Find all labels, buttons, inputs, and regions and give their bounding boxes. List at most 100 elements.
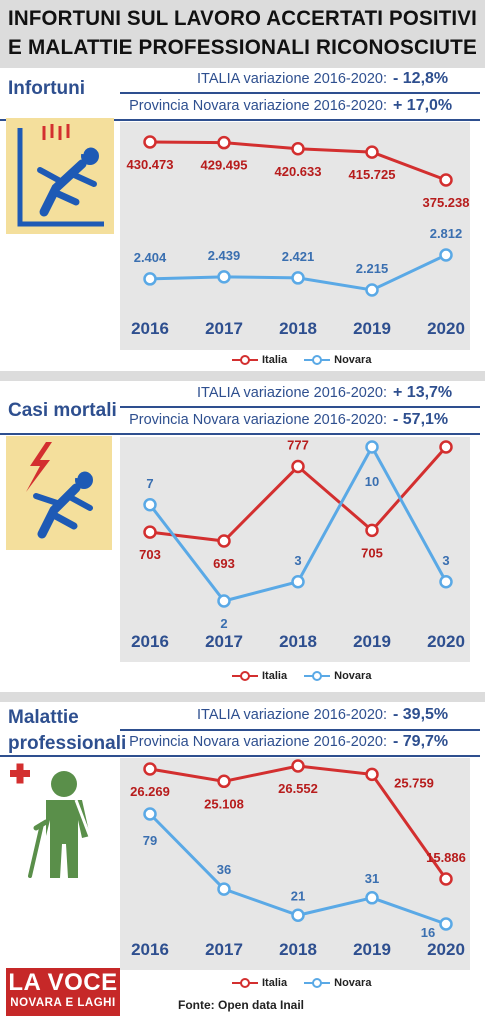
data-point-italia — [439, 440, 453, 454]
data-point-novara — [143, 498, 157, 512]
data-point-italia — [365, 767, 379, 782]
novara-variation-label: Provincia Novara variazione 2016-2020: — [129, 98, 387, 114]
x-tick-label: 2019 — [353, 319, 391, 338]
italia-variation-value: + 13,7% — [393, 384, 453, 401]
x-tick-label: 2016 — [131, 632, 169, 651]
data-label-italia: 429.495 — [201, 158, 248, 173]
italia-variation: ITALIA variazione 2016-2020: - 12,8% — [197, 70, 469, 88]
chart-casi-mortali: 2016201720182019202070369377770579972310… — [131, 438, 465, 651]
divider-rule — [0, 755, 480, 757]
legend-novara: Novara — [304, 354, 371, 366]
legend-italia: Italia — [232, 670, 287, 682]
x-tick-label: 2016 — [131, 940, 169, 959]
data-point-novara — [143, 807, 157, 821]
injured-worker-icon — [6, 760, 112, 884]
novara-variation-label: Provincia Novara variazione 2016-2020: — [129, 412, 387, 428]
plot-background — [120, 437, 470, 662]
data-point-italia — [143, 762, 157, 776]
data-point-italia — [143, 135, 157, 149]
data-label-italia: 415.725 — [349, 167, 396, 182]
data-label-novara: 2.404 — [134, 250, 167, 265]
source-note: Fonte: Open data Inail — [178, 998, 305, 1012]
divider-rule — [0, 433, 480, 435]
data-point-italia — [291, 142, 305, 156]
legend-italia-marker — [232, 670, 258, 682]
legend-novara-marker — [304, 977, 331, 989]
data-label-italia: 693 — [213, 556, 235, 571]
data-point-novara — [439, 575, 453, 589]
section-divider — [0, 692, 485, 702]
data-label-italia: 15.886 — [426, 850, 466, 865]
data-label-italia: 375.238 — [423, 195, 470, 210]
legend: Italia Novara — [232, 354, 385, 369]
electric-fall-icon — [6, 436, 112, 550]
data-point-novara — [217, 882, 231, 896]
data-label-novara: 2.421 — [282, 249, 315, 264]
data-label-italia: 25.108 — [204, 796, 244, 811]
x-tick-label: 2017 — [205, 940, 243, 959]
x-tick-label: 2016 — [131, 319, 169, 338]
novara-variation: Provincia Novara variazione 2016-2020: + … — [129, 97, 469, 115]
novara-variation: Provincia Novara variazione 2016-2020: - … — [129, 733, 469, 751]
data-point-novara — [291, 575, 305, 589]
x-tick-label: 2018 — [279, 319, 317, 338]
data-point-italia — [217, 135, 231, 150]
title-line-1: INFORTUNI SUL LAVORO ACCERTATI POSITIVI — [8, 7, 477, 30]
data-point-novara — [365, 440, 379, 454]
x-tick-label: 2017 — [205, 319, 243, 338]
la-voce-logo: LA VOCE NOVARA E LAGHI — [6, 968, 120, 1016]
data-point-italia — [291, 759, 305, 773]
data-point-italia — [217, 534, 231, 548]
legend-italia: Italia — [232, 977, 287, 989]
data-label-novara: 3 — [294, 553, 301, 568]
divider-rule — [0, 119, 480, 121]
data-label-novara: 2 — [220, 616, 227, 631]
data-point-novara — [365, 283, 379, 297]
x-tick-label: 2018 — [279, 632, 317, 651]
data-label-italia: 26.269 — [130, 784, 170, 799]
data-label-italia: 777 — [287, 438, 309, 453]
section-title: Casi mortali — [8, 400, 117, 421]
x-tick-label: 2019 — [353, 632, 391, 651]
divider-rule — [120, 729, 480, 731]
x-tick-label: 2019 — [353, 940, 391, 959]
data-label-novara: 36 — [217, 862, 231, 877]
data-label-italia: 25.759 — [394, 775, 434, 790]
data-point-novara — [143, 272, 157, 286]
data-point-italia — [291, 459, 305, 474]
novara-variation-value: - 57,1% — [393, 411, 449, 428]
novara-variation-value: + 17,0% — [393, 97, 453, 114]
plot-background — [120, 758, 470, 970]
legend-italia-marker — [232, 354, 258, 366]
data-point-italia — [365, 523, 379, 538]
data-label-novara: 21 — [291, 888, 305, 903]
x-tick-label: 2020 — [427, 632, 465, 651]
section-divider — [0, 371, 485, 381]
legend-novara: Novara — [304, 977, 371, 989]
legend-italia: Italia — [232, 354, 287, 366]
data-point-italia — [439, 173, 453, 187]
legend-italia-marker — [232, 977, 258, 989]
data-point-novara — [291, 271, 305, 285]
x-tick-label: 2020 — [427, 940, 465, 959]
logo-line-1: LA VOCE — [8, 969, 118, 996]
data-point-novara — [217, 594, 231, 608]
data-label-novara: 7 — [146, 476, 153, 491]
data-point-novara — [217, 270, 231, 284]
series-line-novara — [148, 812, 447, 926]
data-label-italia: 420.633 — [275, 164, 322, 179]
data-label-novara: 79 — [143, 833, 157, 848]
x-tick-label: 2020 — [427, 319, 465, 338]
section-title-line-1: Malattie — [8, 707, 79, 728]
data-label-italia: 430.473 — [127, 157, 174, 172]
novara-variation-value: - 79,7% — [393, 733, 449, 750]
plot-background — [120, 122, 470, 350]
italia-variation-value: - 12,8% — [393, 70, 449, 87]
novara-variation-label: Provincia Novara variazione 2016-2020: — [129, 734, 387, 750]
data-label-novara: 16 — [421, 925, 435, 940]
data-label-novara: 2.812 — [430, 226, 463, 241]
data-label-novara: 2.439 — [208, 248, 241, 263]
novara-variation: Provincia Novara variazione 2016-2020: - … — [129, 411, 469, 429]
chart-infortuni: 2016 2017 2018 2019 2020 430.473 429.495 420.63… — [127, 135, 470, 338]
italia-variation-label: ITALIA variazione 2016-2020: — [197, 71, 387, 87]
